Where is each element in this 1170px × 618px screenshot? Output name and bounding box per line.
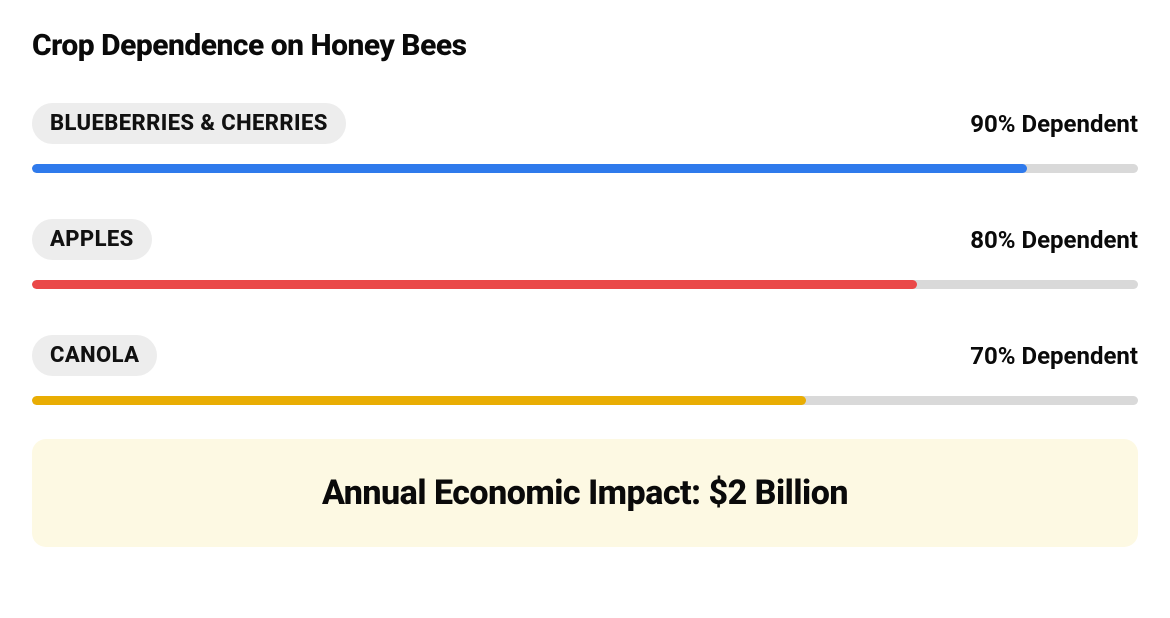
bar-label: BLUEBERRIES & CHERRIES	[32, 103, 346, 144]
bar-track	[32, 164, 1138, 173]
bar-header: APPLES 80% Dependent	[32, 219, 1138, 260]
bar-row: CANOLA 70% Dependent	[32, 335, 1138, 405]
bar-value: 70% Dependent	[970, 342, 1138, 370]
bar-fill	[32, 164, 1027, 173]
bar-track	[32, 280, 1138, 289]
bar-value: 80% Dependent	[970, 226, 1138, 254]
bar-fill	[32, 396, 806, 405]
bar-label: APPLES	[32, 219, 152, 260]
impact-banner: Annual Economic Impact: $2 Billion	[32, 439, 1138, 547]
bar-header: CANOLA 70% Dependent	[32, 335, 1138, 376]
bar-track	[32, 396, 1138, 405]
bar-fill	[32, 280, 917, 289]
chart-title: Crop Dependence on Honey Bees	[32, 28, 1138, 63]
bar-header: BLUEBERRIES & CHERRIES 90% Dependent	[32, 103, 1138, 144]
bars-container: BLUEBERRIES & CHERRIES 90% Dependent APP…	[32, 103, 1138, 405]
bar-row: BLUEBERRIES & CHERRIES 90% Dependent	[32, 103, 1138, 173]
bar-row: APPLES 80% Dependent	[32, 219, 1138, 289]
bar-value: 90% Dependent	[970, 110, 1138, 138]
bar-label: CANOLA	[32, 335, 157, 376]
